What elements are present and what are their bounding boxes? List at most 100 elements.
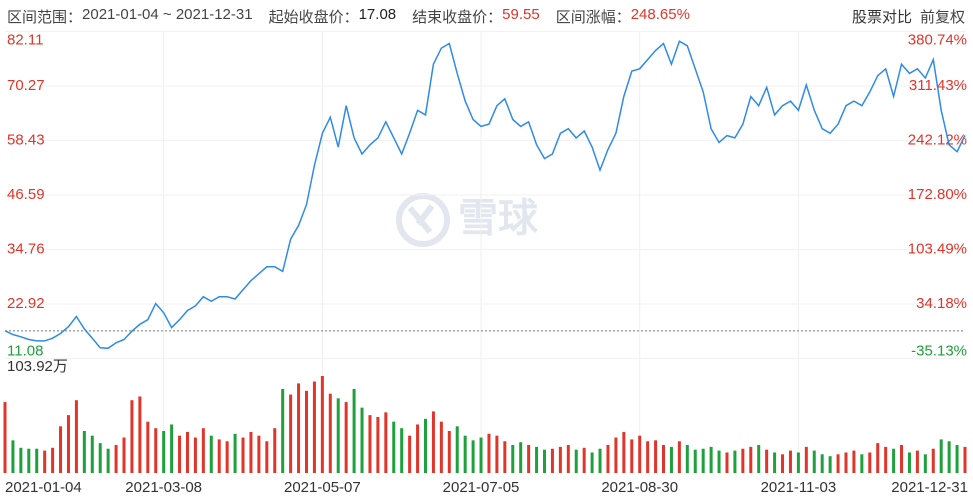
volume-bar [400, 428, 404, 473]
start-close: 17.08 [358, 6, 397, 23]
volume-bar [352, 388, 356, 473]
volume-bar [788, 450, 792, 473]
y-tick-label: 11.08 [7, 342, 43, 359]
volume-bar [693, 449, 697, 473]
volume-bar [51, 447, 55, 473]
volume-bar [709, 446, 713, 473]
volume-bar [828, 456, 832, 473]
watermark: 雪球 [396, 193, 539, 247]
volume-bar [423, 418, 427, 473]
volume-bar [66, 415, 70, 473]
volume-bar [11, 440, 15, 473]
volume-bar [241, 437, 245, 473]
volume-bar [900, 444, 904, 473]
end-label: 结束收盘价： [412, 9, 503, 26]
volume-bar [479, 437, 483, 473]
y2-tick-label: 34.18% [916, 295, 967, 312]
volume-bar [947, 441, 951, 473]
volume-bar [669, 446, 673, 473]
volume-bar [146, 421, 150, 473]
volume-bar [82, 430, 86, 473]
volume-bar [749, 446, 753, 473]
volume-bar [273, 428, 277, 473]
volume-bar [328, 393, 332, 473]
volume-bar [447, 430, 451, 473]
volume-bar [550, 448, 554, 473]
x-tick-label: 2021-05-07 [284, 479, 361, 496]
y-tick-label: 22.92 [7, 295, 45, 312]
x-tick-label: 2021-11-03 [761, 479, 837, 496]
volume-bar [106, 448, 110, 473]
volume-bar [217, 439, 221, 473]
y-tick-label: 34.76 [7, 240, 45, 257]
volume-bar [590, 452, 594, 473]
y2-tick-label: -35.13% [911, 342, 967, 359]
watermark-text: 雪球 [458, 197, 539, 241]
compare-button[interactable]: 股票对比 [851, 9, 912, 26]
volume-bar [915, 450, 919, 473]
volume-bar [717, 450, 721, 473]
range: 2021-01-04 ~ 2021-12-31 [82, 6, 253, 23]
volume-bar [939, 439, 943, 473]
volume-bar [185, 431, 189, 473]
volume-bar [455, 426, 459, 473]
volume-bar [503, 441, 507, 473]
volume-tick-label: 103.92万 [7, 358, 68, 375]
volume-bar [654, 440, 658, 473]
volume-bar [606, 444, 610, 473]
y2-tick-label: 380.74% [908, 31, 967, 48]
volume-bar [344, 402, 348, 473]
change: 248.65% [630, 6, 690, 23]
volume-bar [812, 450, 816, 473]
volume-bar [741, 448, 745, 473]
volume-bar [439, 421, 443, 473]
volume-bar [868, 452, 872, 473]
volume-bar [209, 435, 213, 473]
x-tick-label: 2021-01-04 [5, 479, 82, 496]
volume-bar [193, 437, 197, 473]
volume-bar [138, 396, 142, 473]
volume-bar [733, 450, 737, 473]
adjust-button[interactable]: 前复权 [919, 9, 965, 26]
y-tick-label: 46.59 [7, 186, 45, 203]
volume-bar [892, 448, 896, 473]
volume-bar [170, 424, 174, 473]
volume-bar [844, 452, 848, 473]
volume-bar [130, 400, 134, 473]
volume-bar [820, 454, 824, 473]
volume-bar [646, 441, 650, 473]
change-label: 区间涨幅： [555, 9, 631, 26]
x-tick-label: 2021-08-30 [601, 479, 678, 496]
volume-bar [527, 444, 531, 473]
volume-bar [154, 428, 158, 473]
volume-bar [289, 394, 293, 473]
watermark-logo [407, 204, 435, 234]
volume-bar [19, 447, 23, 473]
volume-bar [304, 390, 308, 473]
x-tick-label: 2021-03-08 [125, 479, 202, 496]
volume-bar [773, 452, 777, 473]
volume-bar [463, 435, 467, 473]
volume-bar [201, 428, 205, 473]
volume-bar [320, 376, 324, 473]
volume-bar [178, 435, 182, 473]
volume-bar [90, 435, 94, 473]
volume-bar [249, 431, 253, 473]
volume-bar [535, 446, 539, 473]
volume-bar [35, 448, 39, 473]
volume-bar [923, 454, 927, 473]
volume-bar [630, 439, 634, 473]
volume-bar [662, 444, 666, 473]
volume-bar [312, 381, 316, 473]
y-tick-label: 82.11 [7, 31, 43, 48]
volume-bar [598, 448, 602, 473]
volume-bar [162, 430, 166, 473]
y2-tick-label: 242.12% [908, 131, 967, 148]
volume-bar [582, 447, 586, 473]
volume-bar [685, 444, 689, 473]
volume-bar [796, 452, 800, 473]
volume-bar [122, 437, 126, 473]
volume-bar [677, 441, 681, 473]
volume-bar [114, 444, 118, 473]
